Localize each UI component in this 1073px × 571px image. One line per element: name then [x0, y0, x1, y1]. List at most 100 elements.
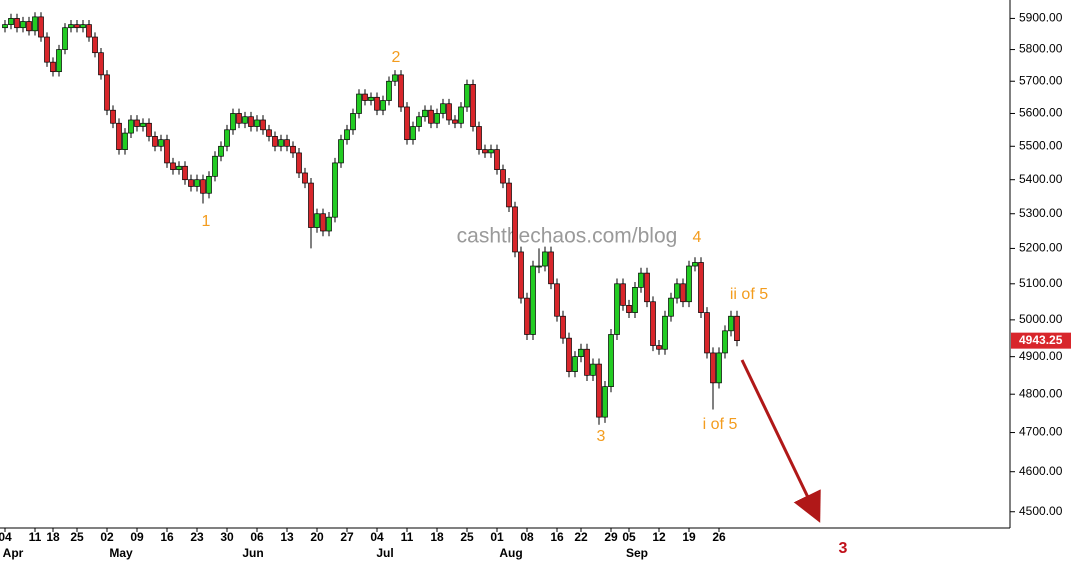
candle-body — [116, 122, 122, 150]
candle-body — [212, 155, 218, 177]
candle-body — [194, 179, 200, 187]
candle-body — [398, 74, 404, 108]
candle-body — [56, 49, 62, 73]
x-tick-label: 13 — [280, 530, 294, 544]
candle-body — [44, 36, 50, 63]
candle-body — [86, 24, 92, 38]
candle-body — [8, 18, 14, 25]
candle-body — [146, 122, 152, 137]
candle-body — [302, 172, 308, 184]
x-tick-label: 11 — [29, 530, 42, 544]
candle-body — [200, 179, 206, 194]
candle-body — [698, 262, 704, 313]
candle-body — [368, 96, 374, 101]
x-tick-label: 25 — [70, 530, 84, 544]
y-tick-label: 5000.00 — [1019, 312, 1063, 326]
x-tick-label: 08 — [520, 530, 534, 544]
candle-body — [254, 119, 260, 127]
y-tick-label: 5200.00 — [1019, 241, 1063, 255]
wave-label: 4 — [693, 229, 702, 246]
candle-body — [428, 109, 434, 124]
month-label: May — [109, 546, 133, 560]
x-tick-label: 19 — [682, 530, 696, 544]
x-tick-label: 20 — [310, 530, 324, 544]
candle-body — [38, 16, 44, 38]
candle-body — [614, 283, 620, 335]
candle-body — [680, 283, 686, 303]
candle-body — [494, 149, 500, 170]
candle-body — [134, 119, 140, 127]
candle-body — [704, 312, 710, 354]
candle-body — [452, 119, 458, 124]
candle-body — [188, 179, 194, 187]
candle-body — [566, 337, 572, 372]
wave-label: i of 5 — [703, 416, 738, 433]
x-tick-label: 11 — [401, 530, 414, 544]
candle-body — [638, 272, 644, 288]
candle-body — [518, 251, 524, 299]
candle-body — [734, 315, 740, 341]
candle-body — [686, 265, 692, 303]
month-label: Jun — [242, 546, 263, 560]
candle-body — [20, 21, 26, 29]
candle-body — [560, 315, 566, 339]
candle-body — [500, 169, 506, 184]
x-tick-label: 22 — [574, 530, 588, 544]
candle-body — [716, 352, 722, 384]
candle-body — [206, 175, 212, 194]
month-label: Jul — [376, 546, 393, 560]
candle-body — [236, 113, 242, 124]
y-tick-label: 5800.00 — [1019, 42, 1063, 56]
y-tick-label: 5900.00 — [1019, 11, 1063, 25]
candle-body — [26, 21, 32, 32]
candle-body — [728, 315, 734, 332]
y-tick-label: 5300.00 — [1019, 206, 1063, 220]
candle-body — [242, 116, 248, 124]
candle-body — [2, 24, 8, 29]
candle-body — [386, 80, 392, 101]
month-label: Aug — [499, 546, 522, 560]
x-tick-label: 26 — [712, 530, 726, 544]
candle-body — [536, 265, 542, 268]
candle-body — [104, 74, 110, 111]
month-label: Sep — [626, 546, 648, 560]
candle-body — [596, 363, 602, 418]
wave-label: ii of 5 — [730, 286, 768, 303]
candle-body — [710, 352, 716, 384]
candle-body — [578, 348, 584, 358]
candle-body — [140, 122, 146, 127]
candle-body — [110, 109, 116, 124]
x-tick-label: 09 — [130, 530, 144, 544]
candle-body — [440, 103, 446, 114]
candle-body — [410, 126, 416, 141]
candle-body — [176, 165, 182, 170]
x-tick-label: 12 — [652, 530, 666, 544]
candle-body — [524, 297, 530, 335]
candle-body — [476, 126, 482, 150]
y-tick-label: 5700.00 — [1019, 73, 1063, 87]
candle-body — [722, 330, 728, 354]
candle-body — [68, 24, 74, 29]
last-price-box — [1011, 332, 1071, 349]
y-tick-label: 5400.00 — [1019, 172, 1063, 186]
x-tick-label: 16 — [160, 530, 174, 544]
candle-body — [230, 113, 236, 131]
candle-body — [674, 283, 680, 299]
wave-label: 2 — [392, 49, 401, 66]
x-tick-label: 29 — [604, 530, 618, 544]
candle-body — [632, 287, 638, 313]
candle-body — [32, 16, 38, 32]
candle-body — [326, 216, 332, 232]
candle-body — [152, 136, 158, 147]
y-tick-label: 4800.00 — [1019, 386, 1063, 400]
candle-body — [164, 139, 170, 164]
projection-arrow — [740, 359, 821, 523]
candle-body — [314, 213, 320, 228]
x-tick-label: 06 — [250, 530, 264, 544]
candle-body — [530, 265, 536, 335]
candle-body — [650, 301, 656, 346]
candle-body — [458, 106, 464, 124]
wave-label: 1 — [202, 213, 211, 230]
candle-body — [320, 213, 326, 232]
candle-body — [512, 206, 518, 253]
